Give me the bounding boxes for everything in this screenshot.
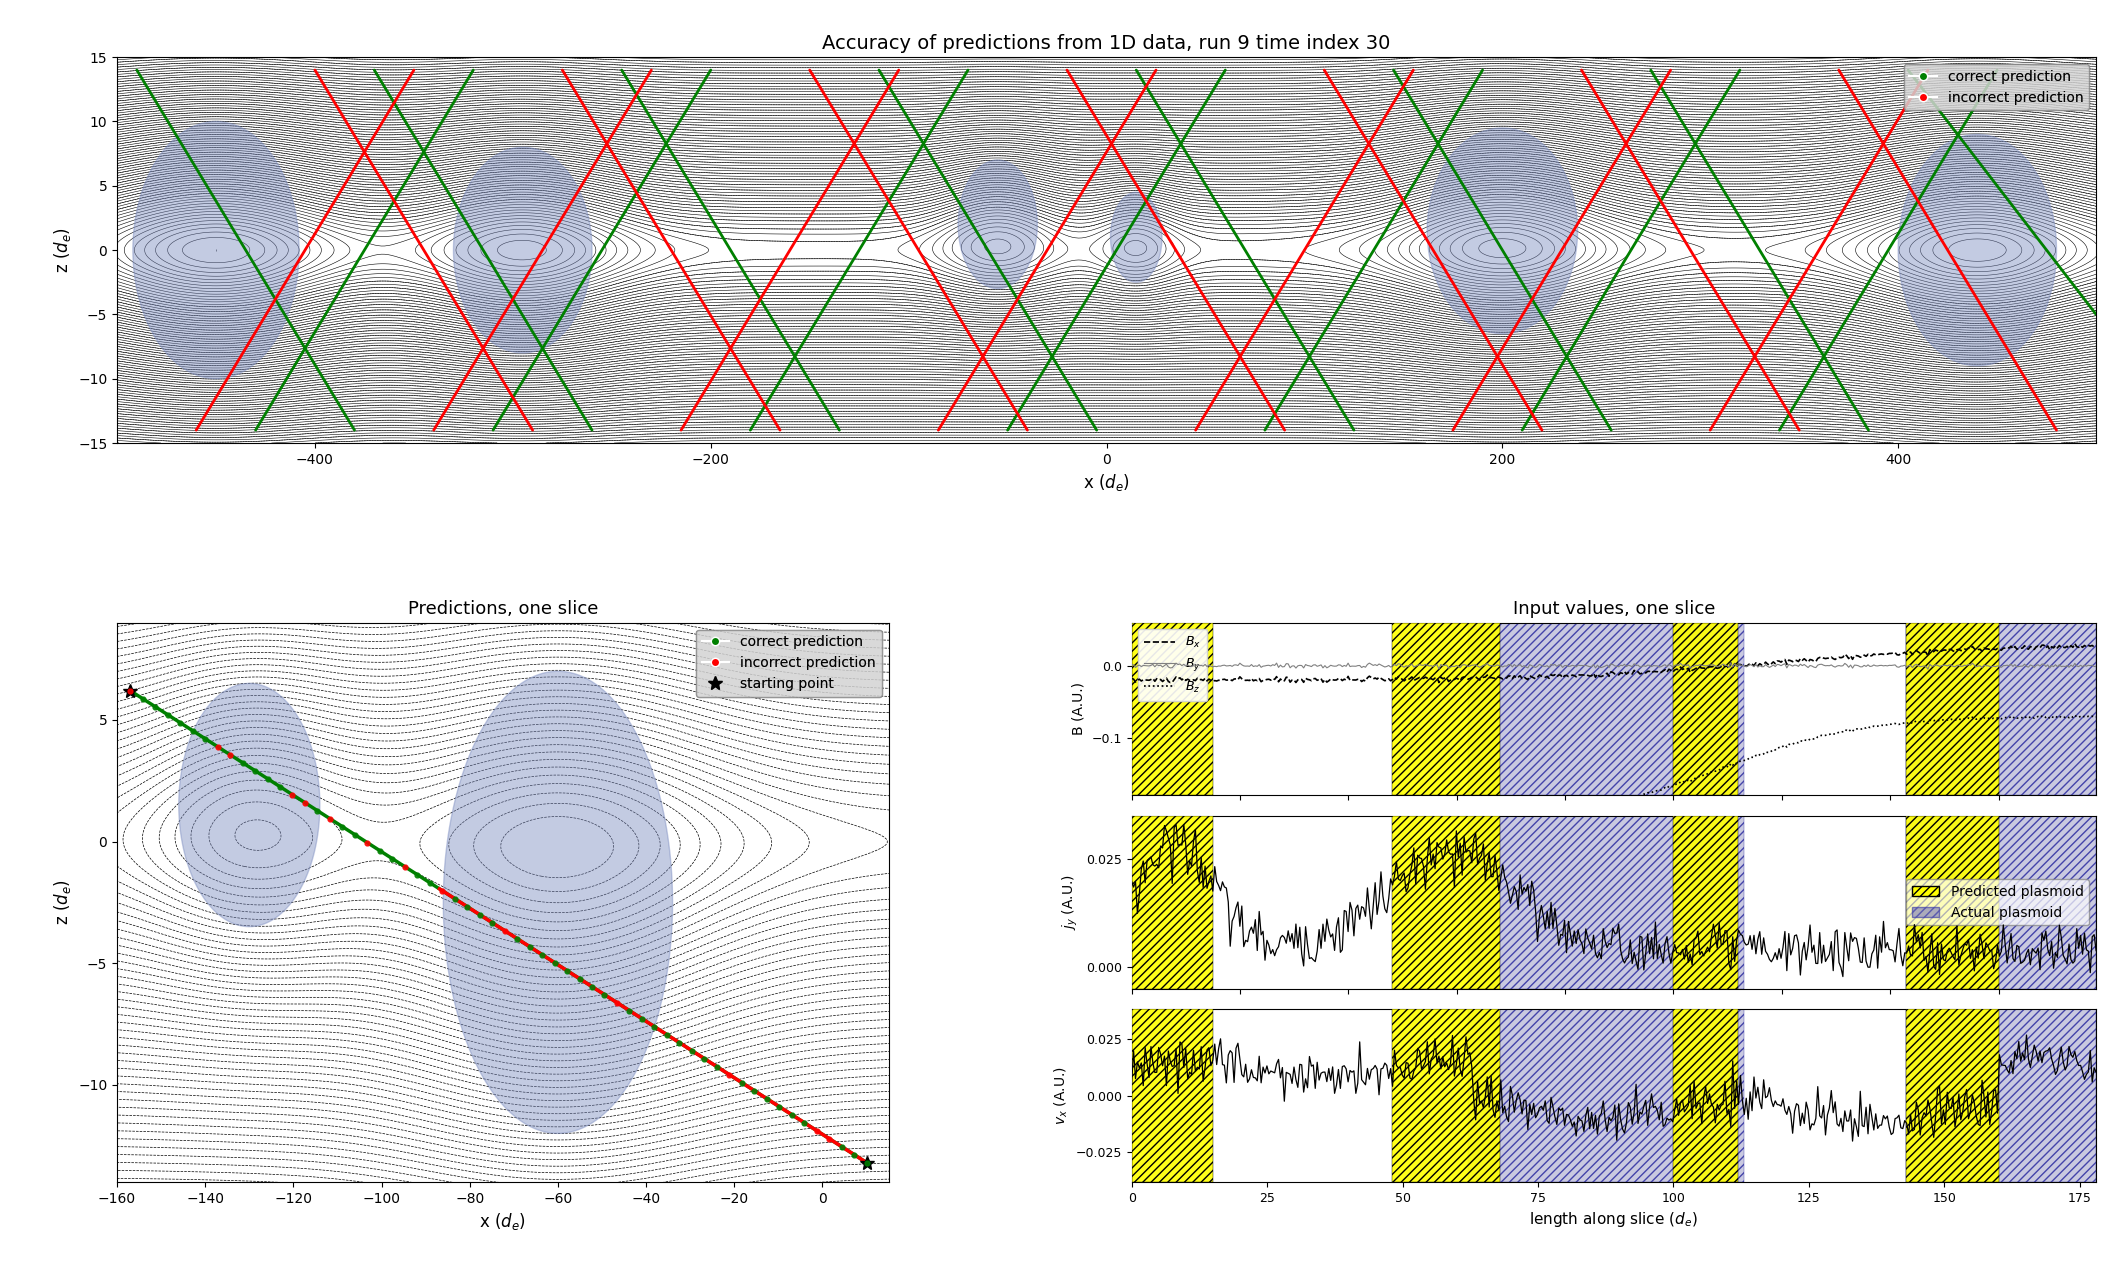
$B_y$ <box>1911 658 1936 674</box>
Bar <box>1673 816 1739 989</box>
$B_y$ <box>1119 657 1145 672</box>
X-axis label: x $(d_e)$: x $(d_e)$ <box>1083 473 1130 493</box>
Bar <box>1907 623 1998 796</box>
Legend: $B_x$, $B_y$, $B_z$: $B_x$, $B_y$, $B_z$ <box>1138 629 1207 702</box>
Line: $B_y$: $B_y$ <box>1132 663 2096 670</box>
Y-axis label: B (A.U.): B (A.U.) <box>1073 683 1085 736</box>
$B_y$ <box>2064 658 2090 674</box>
Polygon shape <box>179 684 319 927</box>
Bar <box>1907 816 1998 989</box>
Polygon shape <box>1428 128 1577 334</box>
Bar <box>1132 623 1213 796</box>
Polygon shape <box>1898 135 2056 366</box>
$B_z$ <box>1911 714 1936 730</box>
Bar <box>1907 1009 1998 1182</box>
Bar <box>1468 1009 1743 1182</box>
$B_x$ <box>1585 666 1611 681</box>
Bar <box>1392 816 1500 989</box>
Bar <box>1907 1009 2096 1182</box>
Line: $B_x$: $B_x$ <box>1132 643 2096 683</box>
Bar <box>1673 623 1739 796</box>
$B_y$ <box>1641 658 1666 674</box>
Y-axis label: $j_y$ (A.U.): $j_y$ (A.U.) <box>1062 874 1081 930</box>
Bar <box>1907 816 2096 989</box>
Polygon shape <box>132 122 300 379</box>
Bar <box>1392 816 1500 989</box>
Bar <box>1907 816 2096 989</box>
Legend: correct prediction, incorrect prediction: correct prediction, incorrect prediction <box>1905 64 2090 111</box>
X-axis label: x $(d_e)$: x $(d_e)$ <box>479 1211 526 1233</box>
$B_x$ <box>2064 639 2090 655</box>
$B_x$ <box>1158 675 1183 690</box>
$B_z$ <box>2083 709 2109 724</box>
$B_z$ <box>1585 796 1611 811</box>
Bar <box>1468 1009 1743 1182</box>
Bar <box>1907 816 1998 989</box>
Bar <box>1132 623 1213 796</box>
$B_x$ <box>1119 671 1145 686</box>
Bar <box>1468 623 1743 796</box>
$B_x$ <box>1579 669 1605 684</box>
Bar <box>1468 816 1743 989</box>
$B_x$ <box>2062 636 2088 651</box>
$B_z$ <box>2062 708 2088 723</box>
Bar <box>1907 1009 1998 1182</box>
$B_x$ <box>1911 644 1936 660</box>
$B_z$ <box>1579 798 1605 813</box>
Bar <box>1907 1009 2096 1182</box>
Polygon shape <box>1111 192 1162 282</box>
Title: Accuracy of predictions from 1D data, run 9 time index 30: Accuracy of predictions from 1D data, ru… <box>821 34 1392 53</box>
Bar <box>1673 623 1739 796</box>
Bar <box>1392 1009 1500 1182</box>
Line: $B_z$: $B_z$ <box>1132 716 2096 819</box>
Bar <box>1673 1009 1739 1182</box>
$B_y$ <box>2083 658 2109 674</box>
Y-axis label: $v_x$ (A.U.): $v_x$ (A.U.) <box>1053 1066 1070 1125</box>
$B_y$ <box>1915 662 1941 677</box>
Bar <box>1907 623 2096 796</box>
Bar <box>1132 816 1213 989</box>
Bar <box>1468 816 1743 989</box>
Bar <box>1132 1009 1213 1182</box>
Bar <box>1673 1009 1739 1182</box>
$B_z$ <box>1643 783 1668 798</box>
Bar <box>1907 623 2096 796</box>
Bar <box>1392 1009 1500 1182</box>
Bar <box>1468 623 1743 796</box>
Legend: Predicted plasmoid, Actual plasmoid: Predicted plasmoid, Actual plasmoid <box>1907 880 2090 925</box>
$B_z$ <box>1119 808 1145 824</box>
Polygon shape <box>958 160 1036 289</box>
Bar <box>1132 1009 1213 1182</box>
Polygon shape <box>443 671 672 1134</box>
Bar <box>1907 623 1998 796</box>
$B_x$ <box>1694 660 1719 675</box>
$B_y$ <box>1717 656 1743 671</box>
Bar <box>1673 816 1739 989</box>
$B_z$ <box>1158 811 1183 826</box>
Y-axis label: z $(d_e)$: z $(d_e)$ <box>51 880 72 925</box>
$B_y$ <box>1583 661 1609 676</box>
$B_x$ <box>2083 639 2109 655</box>
Title: Input values, one slice: Input values, one slice <box>1513 600 1715 618</box>
Bar <box>1392 623 1500 796</box>
$B_z$ <box>1694 766 1719 782</box>
X-axis label: length along slice ($d_e$): length along slice ($d_e$) <box>1530 1210 1698 1229</box>
Title: Predictions, one slice: Predictions, one slice <box>409 600 598 618</box>
Bar <box>1132 816 1213 989</box>
$B_z$ <box>2064 709 2090 724</box>
Bar <box>1392 623 1500 796</box>
$B_y$ <box>1577 660 1602 675</box>
$B_y$ <box>1694 658 1719 674</box>
$B_x$ <box>1643 663 1668 679</box>
Y-axis label: z $(d_e)$: z $(d_e)$ <box>51 228 72 273</box>
Legend: correct prediction, incorrect prediction, starting point: correct prediction, incorrect prediction… <box>696 629 881 697</box>
Polygon shape <box>453 147 592 353</box>
